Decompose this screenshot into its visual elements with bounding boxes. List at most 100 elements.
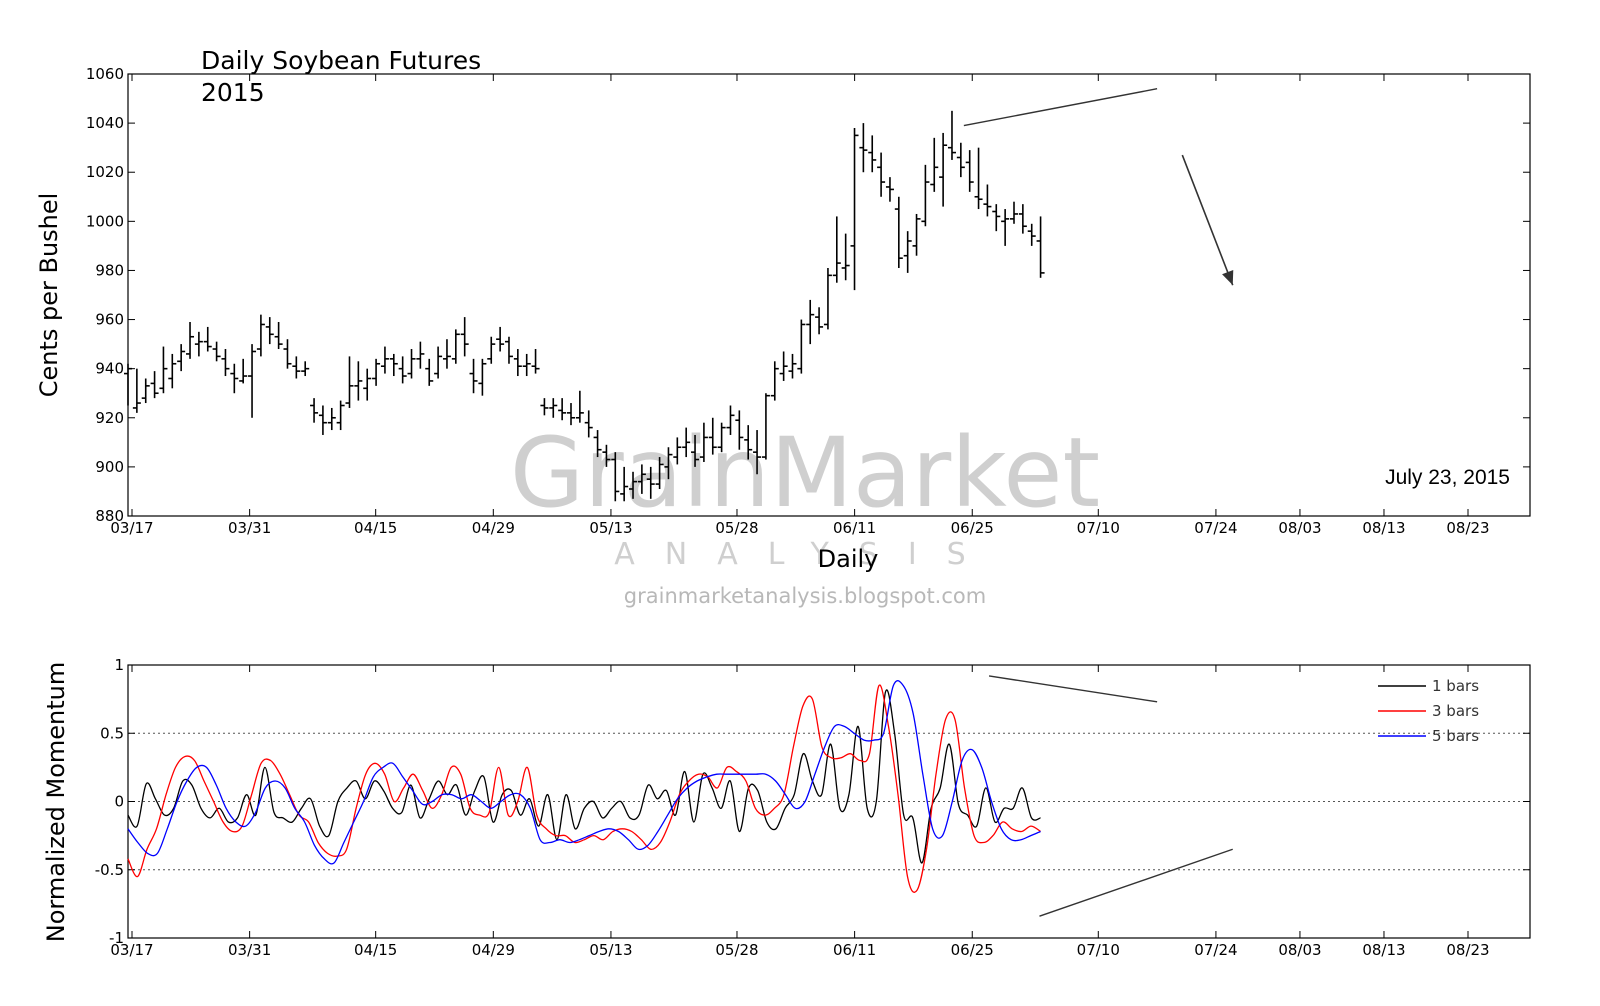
chart-subtitle: 2015	[201, 78, 265, 107]
price-x-tick-label: 08/23	[1446, 519, 1489, 537]
price-x-axis: 03/17 03/31 04/15 04/29 05/13 05/28 06/11 06/25…	[110, 74, 1490, 537]
ohlc-bar	[407, 349, 416, 379]
ohlc-bar	[717, 422, 726, 453]
ohlc-bar	[274, 322, 283, 350]
legend-label: 5 bars	[1432, 727, 1479, 745]
ohlc-bar	[327, 407, 336, 431]
ohlc-bar	[894, 196, 903, 268]
ohlc-bar	[850, 128, 859, 291]
ohlc-bar	[567, 403, 575, 426]
ohlc-bar	[239, 358, 248, 384]
ohlc-bar	[832, 216, 841, 283]
ohlc-bar	[549, 398, 558, 418]
ohlc-bar	[691, 434, 700, 467]
watermark-sub: ANALYSIS	[614, 537, 995, 572]
momentum-upper-trendline	[988, 675, 1158, 703]
price-y-axis-label: Cents per Bushel	[35, 193, 63, 398]
ohlc-bar	[655, 457, 664, 489]
price-x-tick-label: 06/25	[951, 519, 994, 537]
ohlc-bar	[177, 344, 186, 372]
momentum-y-tick-label: 0	[114, 793, 124, 811]
ohlc-bar	[1036, 216, 1045, 278]
watermark-url: grainmarketanalysis.blogspot.com	[624, 584, 986, 608]
price-y-tick-label: 1000	[86, 212, 124, 230]
ohlc-bar	[629, 471, 638, 499]
ohlc-bar	[885, 177, 894, 202]
price-y-tick-label: 980	[95, 261, 124, 279]
ohlc-bar	[646, 466, 655, 499]
ohlc-bar	[460, 317, 469, 357]
ohlc-bar	[478, 358, 487, 396]
ohlc-bar	[956, 142, 965, 178]
ohlc-bar	[983, 184, 992, 217]
momentum-x-tick-label: 04/15	[354, 941, 397, 959]
ohlc-bar	[141, 378, 150, 404]
price-x-tick-label: 07/24	[1194, 519, 1237, 537]
ohlc-bar	[310, 398, 319, 423]
price-x-tick-label: 07/10	[1077, 519, 1120, 537]
momentum-y-tick-label: 0.5	[100, 724, 124, 742]
ohlc-bar	[469, 358, 478, 394]
ohlc-bar	[602, 444, 611, 467]
ohlc-bar	[203, 326, 212, 352]
momentum-legend: 1 bars 3 bars 5 bars	[1378, 677, 1479, 745]
ohlc-bar	[708, 417, 717, 455]
momentum-x-tick-label: 08/13	[1362, 941, 1405, 959]
ohlc-bar	[779, 351, 788, 381]
ohlc-bar	[753, 430, 762, 475]
watermark-brand: GrainMarket	[510, 417, 1100, 529]
ohlc-bar	[248, 344, 257, 418]
ohlc-bar	[939, 132, 948, 207]
ohlc-bar	[637, 464, 646, 494]
ohlc-bar	[992, 204, 1001, 232]
ohlc-bar	[487, 336, 496, 364]
momentum-x-tick-label: 06/25	[951, 941, 994, 959]
momentum-x-tick-label: 07/24	[1194, 941, 1237, 959]
ohlc-bar	[372, 358, 381, 386]
ohlc-bar	[1001, 209, 1010, 246]
ohlc-bar	[611, 452, 620, 502]
legend-entry: 5 bars	[1378, 727, 1479, 745]
ohlc-bar	[186, 322, 195, 359]
price-chart: 880 900 920 940 960 980 1000 1020 1040 1060 03/17…	[35, 46, 1531, 573]
ohlc-bar	[726, 405, 735, 435]
ohlc-bar	[930, 137, 939, 192]
momentum-y-tick-label: 1	[114, 656, 124, 674]
ohlc-bar	[168, 353, 177, 389]
ohlc-bar	[265, 317, 274, 345]
ohlc-bar	[124, 363, 132, 406]
legend-label: 1 bars	[1432, 677, 1479, 695]
ohlc-bar	[823, 267, 832, 330]
price-annotations	[963, 88, 1234, 286]
ohlc-bar	[513, 349, 522, 377]
ohlc-bar	[363, 368, 372, 401]
momentum-x-tick-label: 08/23	[1446, 941, 1489, 959]
ohlc-bar	[159, 346, 168, 394]
watermark: GrainMarket ANALYSIS grainmarketanalysis…	[510, 417, 1100, 608]
legend-entry: 1 bars	[1378, 677, 1479, 695]
price-x-tick-label: 03/17	[110, 519, 153, 537]
momentum-x-tick-label: 05/13	[589, 941, 632, 959]
price-x-tick-label: 05/13	[589, 519, 632, 537]
price-y-tick-label: 880	[95, 507, 124, 525]
ohlc-bar	[806, 299, 815, 345]
ohlc-bar	[540, 398, 549, 416]
ohlc-bar	[788, 353, 797, 379]
price-x-axis-label: Daily	[818, 545, 879, 573]
momentum-y-tick-label: -1	[109, 929, 124, 947]
price-y-tick-label: 1060	[86, 65, 124, 83]
ohlc-bar	[761, 393, 770, 460]
momentum-x-tick-label: 08/03	[1278, 941, 1321, 959]
price-y-tick-label: 1040	[86, 114, 124, 132]
momentum-chart: -1 -0.5 0 0.5 1 03/17 03/31 04/15 04/29 05/13 05/…	[42, 656, 1531, 959]
date-annotation: July 23, 2015	[1385, 466, 1510, 489]
ohlc-bar	[797, 319, 806, 374]
ohlc-bar	[132, 368, 141, 413]
price-y-tick-label: 940	[95, 360, 124, 378]
price-x-tick-label: 05/28	[715, 519, 758, 537]
ohlc-bar	[1018, 204, 1027, 234]
ohlc-bar	[584, 410, 593, 438]
upper-trendline	[963, 88, 1158, 127]
ohlc-bar	[903, 231, 912, 273]
